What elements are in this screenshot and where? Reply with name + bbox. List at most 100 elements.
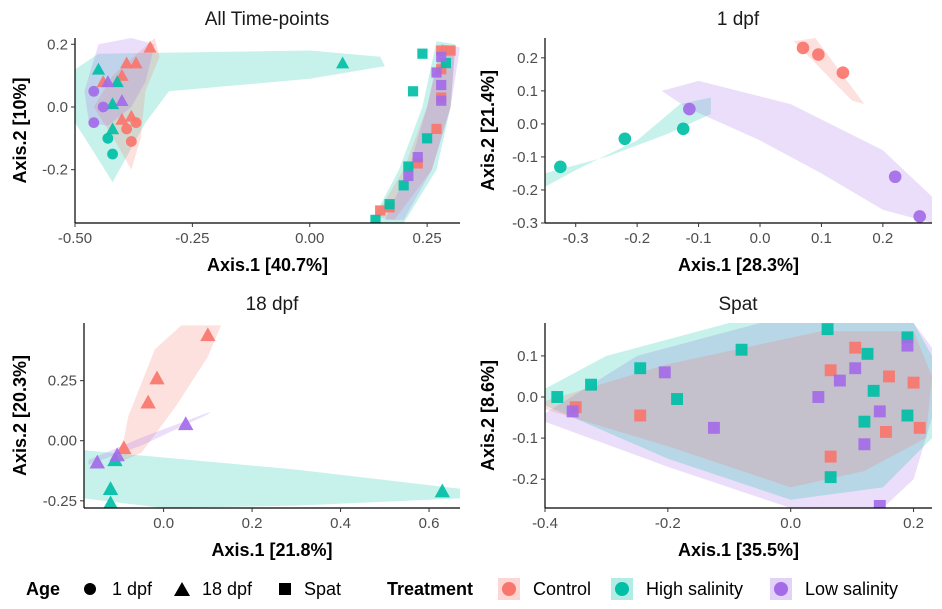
panel-2: 1 dpf -0.3 -0.2 -0.1 0.0 0.1 0.2 -0.3 -0.2 -0.1 0.…: [478, 9, 932, 275]
point-square: [901, 409, 914, 422]
plot-area: [75, 38, 460, 223]
x-axis-label: Axis.1 [28.3%]: [678, 255, 799, 275]
point-square: [907, 376, 920, 389]
point-circle: [888, 170, 902, 184]
point-square: [440, 57, 452, 69]
panel-title: 1 dpf: [717, 9, 760, 30]
panel-title: 18 dpf: [246, 294, 300, 315]
point-triangle: [149, 370, 165, 385]
point-triangle: [116, 440, 132, 455]
y-tick-label: 0.0: [517, 389, 538, 406]
ellipse-high-salinity: [370, 41, 456, 223]
y-tick-label: 0.1: [517, 348, 538, 365]
point-square: [824, 471, 837, 484]
legend-treatment-item: High salinity: [646, 579, 743, 599]
point-square: [901, 339, 914, 352]
ellipse-low-salinity: [661, 80, 932, 223]
point-square: [384, 199, 395, 210]
point-square: [879, 425, 892, 438]
y-axis-label: Axis.2 [20.3%]: [10, 355, 30, 476]
legend-square-icon: [279, 583, 291, 595]
point-square: [873, 499, 886, 508]
point-circle: [913, 210, 927, 223]
point-square: [370, 214, 381, 223]
x-tick-label: -0.3: [563, 230, 589, 247]
point-square: [812, 391, 825, 403]
point-square: [412, 158, 423, 169]
point-triangle: [129, 56, 143, 69]
legend-high-salinity-icon: [615, 582, 629, 596]
point-circle: [102, 132, 114, 144]
point-circle: [107, 148, 118, 160]
ellipse-control: [375, 44, 456, 220]
ellipse-high-salinity: [545, 97, 711, 187]
point-square: [867, 384, 880, 397]
point-square: [873, 405, 886, 418]
y-tick-label: -0.2: [512, 182, 538, 199]
y-tick-label: -0.2: [42, 162, 68, 179]
point-square: [403, 170, 414, 182]
y-tick-label: -0.3: [512, 215, 538, 232]
point-triangle: [200, 327, 216, 342]
point-triangle: [91, 62, 106, 75]
y-axis-label: Axis.2 [8.6%]: [478, 360, 498, 471]
point-circle: [836, 66, 850, 79]
x-tick-label: 0.2: [872, 230, 893, 247]
y-tick-label: 0.00: [48, 433, 77, 450]
point-triangle: [101, 75, 115, 88]
x-tick-label: 0.0: [780, 515, 801, 532]
point-triangle: [115, 112, 129, 125]
x-tick-label: 0.6: [419, 515, 440, 532]
ellipse-control: [119, 325, 222, 463]
point-circle: [130, 117, 142, 129]
point-square: [398, 180, 409, 191]
x-tick-label: 0.25: [413, 230, 442, 247]
x-tick-label: -0.1: [686, 230, 712, 247]
point-triangle: [105, 97, 120, 110]
y-tick-label: 0.0: [47, 99, 68, 116]
point-square: [634, 409, 647, 422]
point-triangle: [103, 495, 118, 508]
x-tick-label: -0.4: [532, 515, 558, 532]
legend-age-item: 18 dpf: [202, 579, 253, 599]
y-tick-label: -0.25: [43, 493, 77, 510]
y-tick-label: -0.1: [512, 430, 538, 447]
x-tick-label: 0.1: [811, 230, 832, 247]
plot-area: [84, 325, 460, 508]
point-square: [849, 362, 862, 375]
panel-3: 18 dpf 0.0 0.2 0.4 0.6 -0.25 0.00 0.25 Axis.1 [2…: [10, 294, 460, 560]
point-square: [431, 123, 442, 135]
legend-age-title: Age: [26, 579, 60, 599]
point-circle: [683, 102, 696, 116]
legend-triangle-icon: [174, 582, 190, 596]
x-tick-label: 0.00: [295, 230, 324, 247]
x-tick-label: -0.2: [655, 515, 681, 532]
point-triangle: [115, 94, 129, 106]
legend-treatment-title: Treatment: [387, 579, 473, 599]
point-square: [436, 79, 447, 91]
point-square: [824, 364, 837, 377]
point-circle: [554, 160, 567, 174]
point-square: [658, 366, 671, 379]
legend-age-item: 1 dpf: [112, 579, 153, 599]
panel-title: Spat: [718, 294, 758, 315]
point-circle: [125, 136, 137, 147]
point-circle: [618, 132, 632, 146]
ellipse-control: [793, 38, 865, 105]
point-circle: [676, 122, 690, 136]
x-tick-label: 0.0: [153, 515, 174, 532]
legend-circle-icon: [84, 583, 96, 595]
x-axis-label: Axis.1 [35.5%]: [678, 540, 799, 560]
y-tick-label: -0.1: [512, 149, 538, 166]
x-tick-label: 0.2: [242, 515, 263, 532]
point-square: [824, 450, 837, 463]
point-square: [417, 48, 428, 59]
point-square: [858, 438, 871, 451]
y-tick-label: 0.25: [48, 373, 77, 390]
point-square: [849, 341, 862, 354]
legend-age-item: Spat: [304, 579, 341, 599]
point-triangle: [434, 483, 451, 498]
y-tick-label: -0.2: [512, 471, 538, 488]
x-axis-label: Axis.1 [40.7%]: [207, 255, 328, 275]
point-square: [585, 378, 598, 391]
